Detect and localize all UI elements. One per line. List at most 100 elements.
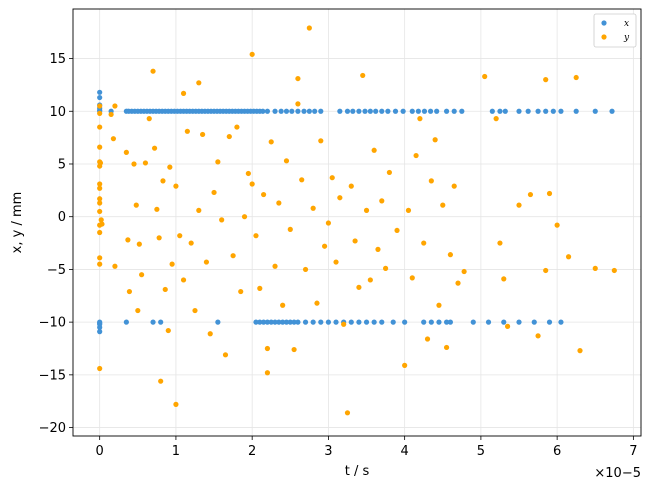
data-point-x — [302, 319, 309, 325]
data-point-x — [268, 319, 274, 325]
data-point-x — [356, 319, 362, 325]
data-point-y — [402, 362, 408, 368]
data-point-y — [123, 149, 129, 155]
data-point-x — [592, 108, 598, 114]
data-point-x — [325, 319, 332, 325]
data-point-y — [222, 352, 229, 358]
data-point-x — [278, 108, 284, 114]
data-point-x — [371, 319, 377, 325]
data-point-x — [558, 319, 564, 325]
data-point-y — [160, 178, 166, 184]
data-point-y — [421, 240, 427, 246]
data-point-y — [131, 161, 137, 167]
data-point-x — [502, 108, 508, 114]
data-point-y — [375, 246, 381, 252]
data-point-x — [392, 108, 399, 114]
data-point-y — [302, 266, 309, 273]
data-point-x — [379, 108, 385, 114]
data-point-x — [363, 319, 370, 325]
x-tick-label: 4 — [401, 444, 409, 459]
data-point-y — [158, 378, 164, 384]
data-point-y — [310, 205, 316, 211]
data-point-x — [531, 319, 537, 325]
y-axis-label: x, y / mm — [10, 192, 25, 254]
data-point-y — [379, 198, 385, 204]
data-point-y — [264, 345, 271, 352]
y-tick-label: 10 — [49, 105, 66, 120]
data-point-x — [344, 108, 351, 114]
data-point-x — [421, 319, 427, 325]
data-point-y — [165, 327, 171, 334]
data-point-y — [177, 233, 183, 239]
data-point-y — [356, 284, 362, 290]
data-point-x — [501, 319, 507, 325]
data-point-x — [215, 319, 221, 325]
data-point-y — [554, 222, 560, 228]
data-point-x — [543, 108, 549, 114]
x-tick-label: 3 — [324, 444, 332, 459]
data-point-y — [126, 288, 133, 295]
data-point-y — [280, 302, 286, 308]
data-point-x — [367, 108, 373, 114]
data-point-y — [546, 190, 553, 197]
data-point-y — [535, 333, 541, 339]
data-point-x — [97, 94, 103, 101]
data-point-x — [443, 319, 450, 325]
data-point-y — [238, 288, 244, 295]
data-point-y — [405, 207, 412, 213]
data-point-x — [289, 108, 295, 114]
legend: xy — [593, 13, 637, 48]
y-tick-label: −5 — [47, 263, 66, 278]
data-point-x — [348, 319, 354, 325]
data-point-x — [373, 108, 379, 114]
data-point-y — [97, 160, 104, 166]
data-point-y — [196, 207, 202, 213]
data-point-y — [97, 261, 103, 267]
data-point-y — [482, 73, 488, 80]
data-point-y — [363, 207, 370, 213]
data-point-x — [291, 319, 297, 325]
data-point-y — [424, 336, 431, 342]
data-point-x — [318, 108, 324, 114]
data-point-x — [283, 108, 290, 114]
data-point-x — [535, 108, 541, 114]
data-point-x — [306, 108, 312, 114]
data-point-y — [215, 159, 221, 165]
data-point-y — [322, 243, 328, 249]
data-point-x — [97, 320, 103, 326]
data-point-x — [264, 319, 271, 325]
data-point-x — [525, 108, 531, 114]
data-point-x — [447, 319, 453, 325]
data-point-y — [133, 202, 139, 208]
data-point-y — [341, 321, 347, 327]
data-point-y — [200, 131, 206, 138]
data-point-y — [337, 195, 343, 201]
legend-box — [593, 13, 637, 48]
data-point-y — [417, 116, 423, 122]
axis-ticks: 0 1 2 3 4 5 6 7 −20 −15 −10 −5 0 5 10 15 — [39, 52, 638, 459]
data-point-x — [97, 89, 103, 95]
data-point-y — [245, 170, 251, 177]
data-point-x — [390, 319, 396, 325]
data-point-y — [241, 214, 248, 220]
data-point-x — [310, 319, 316, 325]
data-point-y — [230, 253, 236, 259]
legend-label-y: y — [623, 33, 630, 43]
data-point-y — [167, 164, 173, 170]
data-point-y — [151, 145, 158, 151]
data-point-y — [192, 307, 198, 314]
data-point-y — [295, 101, 301, 107]
data-point-y — [226, 133, 232, 140]
legend-marker-x — [601, 20, 607, 26]
data-point-y — [333, 259, 339, 265]
data-point-y — [97, 365, 103, 372]
data-point-y — [97, 255, 103, 261]
data-point-x — [516, 319, 522, 325]
x-tick-label: 5 — [477, 444, 485, 459]
data-point-x — [489, 108, 495, 114]
data-point-y — [112, 103, 118, 109]
plot-frame — [72, 8, 642, 437]
data-point-y — [577, 348, 583, 354]
data-point-x — [451, 108, 457, 114]
data-point-y — [394, 227, 400, 234]
